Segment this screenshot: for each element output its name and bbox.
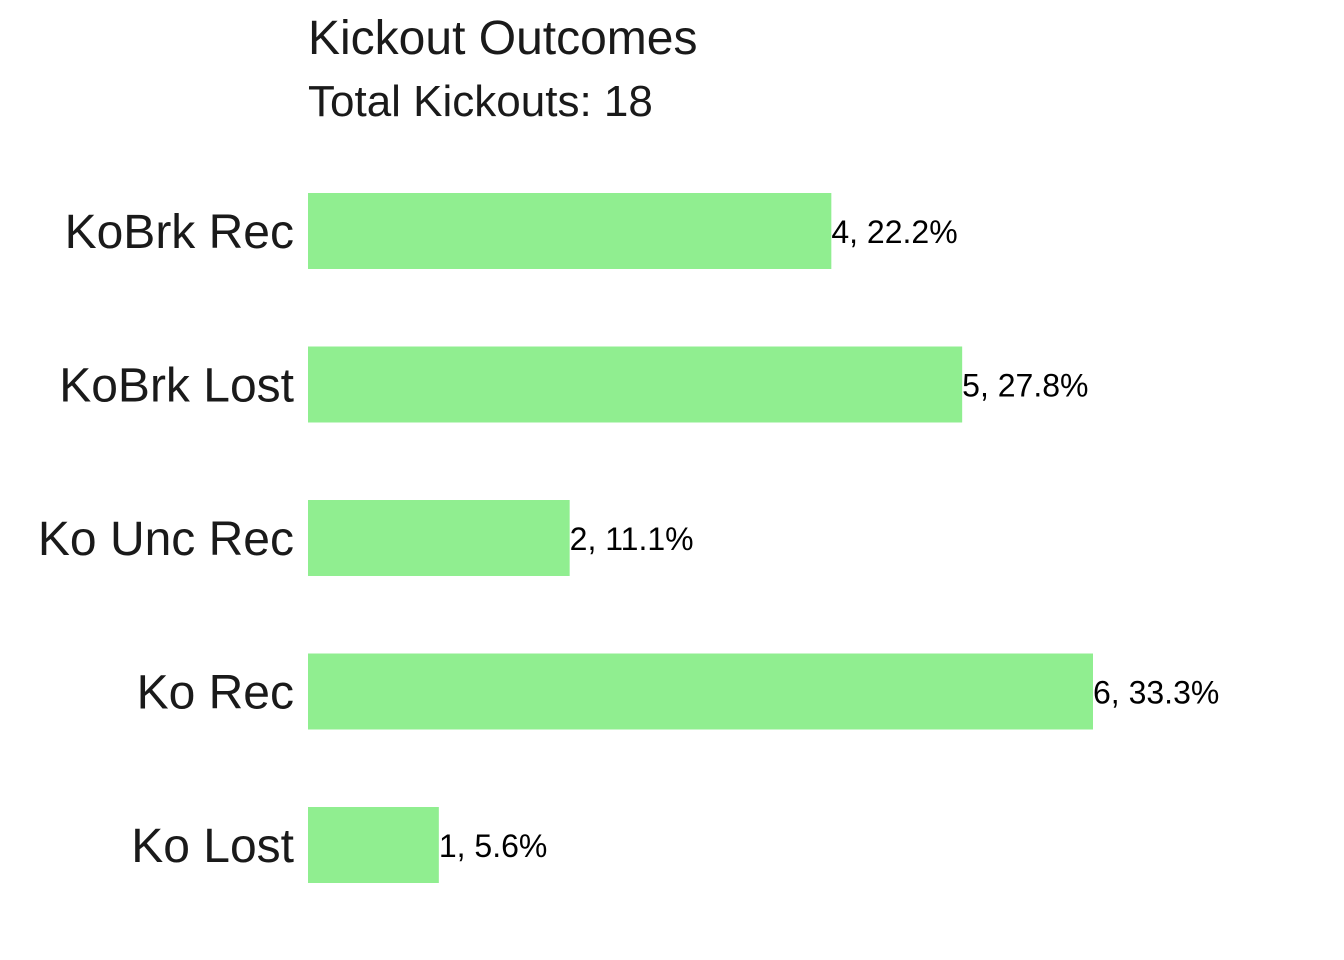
category-label: KoBrk Rec	[65, 206, 294, 259]
data-label: 2, 11.1%	[570, 521, 694, 557]
bar	[308, 500, 570, 576]
data-label: 5, 27.8%	[962, 368, 1088, 404]
chart-subtitle: Total Kickouts: 18	[308, 77, 653, 126]
bar	[308, 346, 963, 423]
category-label: KoBrk Lost	[59, 360, 294, 413]
category-label: Ko Lost	[131, 820, 294, 873]
bars-group: KoBrk Rec 4, 22.2% KoBrk Lost 5, 27.8% Ko Un…	[38, 193, 1219, 883]
data-label: 6, 33.3%	[1093, 675, 1219, 711]
bar	[308, 807, 439, 883]
bar	[308, 193, 832, 269]
category-label: Ko Unc Rec	[38, 513, 294, 566]
bar	[308, 653, 1093, 730]
data-label: 1, 5.6%	[439, 828, 548, 864]
chart-title: Kickout Outcomes	[308, 12, 697, 65]
data-label: 4, 22.2%	[831, 214, 957, 250]
category-label: Ko Rec	[137, 667, 294, 720]
